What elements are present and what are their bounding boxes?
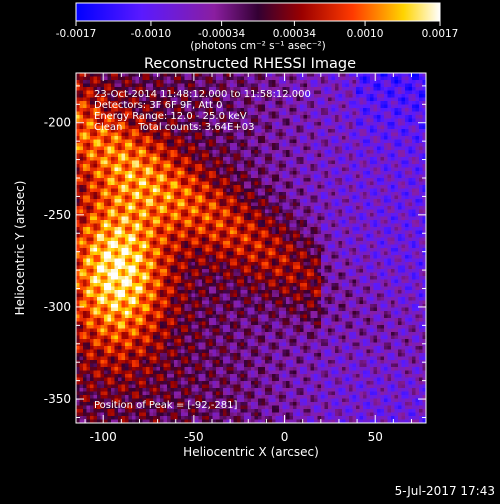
annotation-block: 23-Oct-2014 11:48:12.000 to 11:58:12.000… [94, 89, 311, 133]
colorbar-tick-label: 0.0017 [422, 28, 459, 40]
x-axis-label: Heliocentric X (arcsec) [183, 445, 319, 459]
annotation-time: 23-Oct-2014 11:48:12.000 to 11:58:12.000 [94, 89, 311, 100]
x-tick-label: 0 [281, 430, 289, 444]
annotation-energy: Energy Range: 12.0 - 25.0 keV [94, 111, 247, 122]
colorbar-units-label: (photons cm⁻² s⁻¹ asec⁻²) [190, 40, 325, 52]
annotation-counts: Clean Total counts: 3.64E+03 [94, 122, 254, 133]
colorbar-tick-label: -0.0010 [131, 28, 172, 40]
y-axis-label: Heliocentric Y (arcsec) [13, 181, 27, 316]
heatmap-image [76, 73, 426, 423]
y-tick-label: -300 [44, 300, 71, 314]
x-tick-label: -50 [184, 430, 204, 444]
x-tick-label: -100 [90, 430, 117, 444]
x-tick-label: 50 [368, 430, 383, 444]
y-tick-label: -200 [44, 116, 71, 130]
plot-frame [75, 72, 427, 424]
y-tick-label: -250 [44, 208, 71, 222]
heatmap [76, 73, 426, 423]
colorbar-tick-label: -0.00034 [198, 28, 246, 40]
colorbar [75, 2, 441, 22]
chart-title: Reconstructed RHESSI Image [144, 56, 356, 72]
axis-ticks: -100 -50 0 50 -200 -250 -300 -350 [44, 73, 426, 444]
annotation-detectors: Detectors: 3F 6F 9F, Att 0 [94, 100, 222, 111]
peak-position-label: Position of Peak = [-92,-281] [94, 400, 238, 411]
colorbar-tick-label: 0.0010 [347, 28, 384, 40]
colorbar-tick-label: 0.00034 [273, 28, 317, 40]
colorbar-ticks: -0.0017 -0.0010 -0.00034 0.00034 0.0010 0.001… [56, 21, 459, 40]
y-tick-label: -350 [44, 392, 71, 406]
colorbar-tick-label: -0.0017 [56, 28, 97, 40]
timestamp: 5-Jul-2017 17:43 [395, 484, 495, 498]
